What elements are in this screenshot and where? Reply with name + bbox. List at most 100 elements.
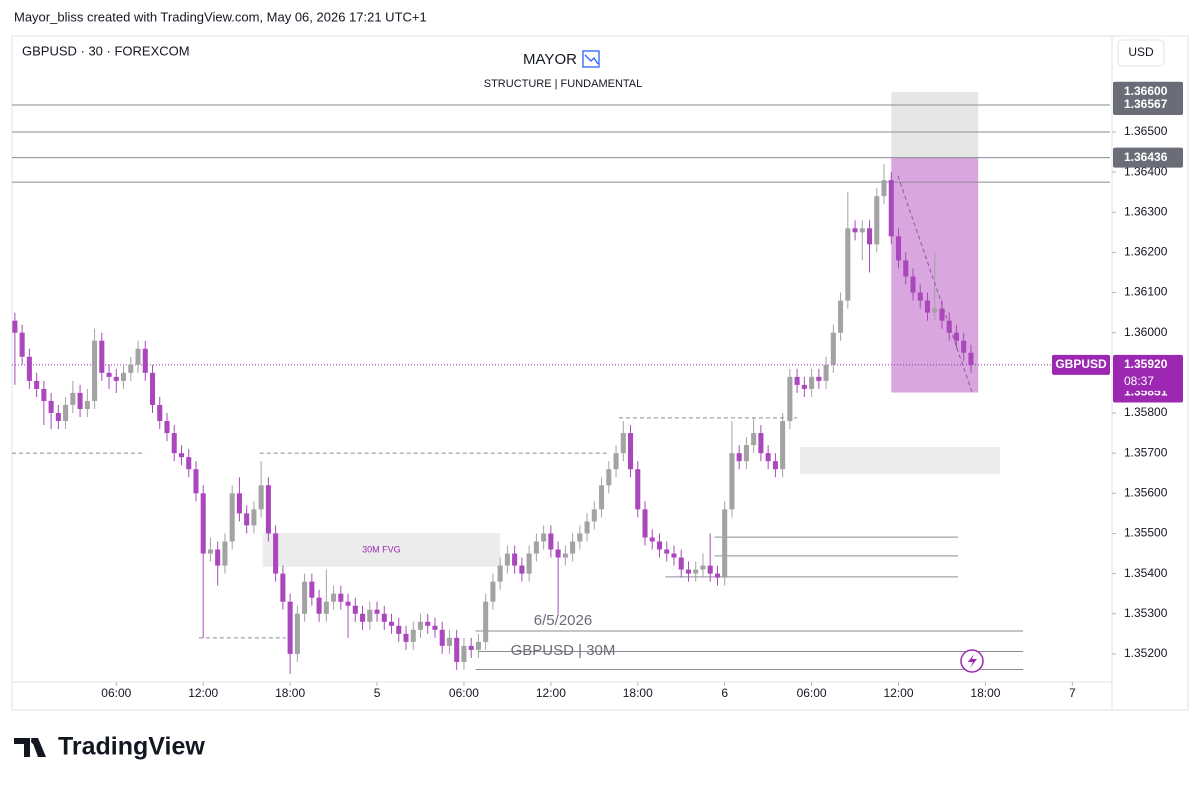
title-icon: [582, 50, 600, 68]
candle-body: [787, 376, 793, 422]
candle-body: [809, 376, 815, 389]
candle-body: [157, 404, 163, 422]
x-tick-label: 06:00: [101, 686, 131, 700]
candle-body: [468, 645, 474, 650]
candle-body: [193, 469, 199, 494]
candle-body: [533, 541, 539, 554]
price-tag-label: 1.36567: [1124, 97, 1168, 111]
candle-body: [222, 541, 228, 566]
candle-body: [77, 392, 83, 409]
candle-body: [577, 533, 583, 542]
candle-body: [903, 260, 909, 277]
candle-body: [229, 493, 235, 542]
x-tick-label: 12:00: [188, 686, 218, 700]
candle-body: [722, 509, 728, 578]
candle-body: [613, 453, 619, 470]
candle-body: [591, 509, 597, 522]
price-tag: [1113, 95, 1183, 116]
candle-body: [599, 485, 605, 510]
candle-body: [888, 180, 894, 237]
zone: [800, 447, 1000, 475]
candle-body: [367, 609, 373, 622]
candle-body: [758, 433, 764, 454]
candle-body: [570, 541, 576, 554]
price-tag-label: 1.36436: [1124, 150, 1168, 164]
candle-body: [627, 433, 634, 470]
candle-body: [635, 469, 641, 510]
candle-body: [874, 196, 880, 245]
candle-body: [859, 228, 865, 233]
last-price-label: 1.35920: [1124, 357, 1168, 371]
candle-body: [932, 308, 938, 313]
candle-body: [149, 372, 156, 405]
last-price-tag: [1113, 354, 1183, 391]
candle-body: [207, 549, 213, 554]
candle-body: [678, 557, 684, 570]
candle-body: [454, 637, 460, 662]
candle-body: [273, 533, 279, 574]
candle-body: [490, 581, 496, 602]
candle-body: [345, 601, 351, 606]
candle-body: [425, 621, 431, 626]
candle-body: [135, 348, 141, 365]
candle-body: [772, 461, 778, 470]
last-price-name-tag: [1052, 354, 1110, 375]
y-tick-label: 1.36200: [1124, 245, 1168, 259]
currency-box[interactable]: [1117, 39, 1165, 67]
candle-body: [55, 413, 61, 422]
candle-body: [736, 453, 742, 462]
zone-label: 30M FVG: [362, 544, 401, 554]
candle-body: [729, 453, 735, 510]
candle-body: [961, 340, 967, 353]
candle-body: [251, 509, 257, 526]
chart-subtitle: STRUCTURE | FUNDAMENTAL: [484, 78, 643, 90]
candle-body: [121, 372, 127, 381]
candle-body: [620, 433, 626, 454]
candle-body: [244, 513, 250, 526]
candle-body: [685, 569, 692, 574]
alert-icon[interactable]: [960, 649, 984, 673]
candle-body: [323, 601, 329, 614]
candle-body: [845, 228, 851, 301]
candle-body: [446, 637, 452, 646]
candle-body: [352, 605, 358, 614]
x-tick-label: 12:00: [536, 686, 566, 700]
chart-title: MAYOR: [523, 51, 577, 68]
y-tick-label: 1.36100: [1124, 285, 1168, 299]
candle-body: [48, 400, 54, 414]
candle-body: [186, 457, 192, 470]
symbol: GBPUSD · 30 · FOREXCOM: [22, 43, 190, 58]
brand-logo: [14, 738, 46, 757]
candle-body: [410, 629, 416, 642]
candle-body: [280, 573, 286, 602]
candle-body: [99, 340, 105, 373]
candle-body: [707, 565, 713, 574]
candle-body: [171, 433, 177, 454]
y-tick-label: 1.35700: [1124, 445, 1168, 459]
candle-body: [751, 433, 757, 446]
candle-body: [656, 541, 663, 550]
candle-body: [164, 421, 170, 434]
candle-body: [700, 565, 706, 570]
candle-body: [338, 593, 344, 602]
projection-line: [897, 175, 973, 393]
candle-body: [541, 533, 547, 542]
x-tick-label: 18:00: [970, 686, 1000, 700]
zone: [891, 91, 979, 158]
y-tick-label: 1.35500: [1124, 526, 1168, 540]
candle-body: [910, 276, 916, 293]
y-tick-label: 1.35600: [1124, 485, 1168, 499]
x-tick-label: 12:00: [883, 686, 913, 700]
candle-body: [816, 376, 822, 381]
candle-body: [917, 292, 923, 301]
candle-body: [236, 493, 242, 514]
candle-body: [693, 569, 699, 574]
candle-body: [606, 469, 612, 486]
candle-body: [714, 573, 720, 578]
candle-body: [497, 565, 503, 582]
y-tick-label: 1.36000: [1124, 325, 1168, 339]
candle-body: [461, 645, 467, 662]
